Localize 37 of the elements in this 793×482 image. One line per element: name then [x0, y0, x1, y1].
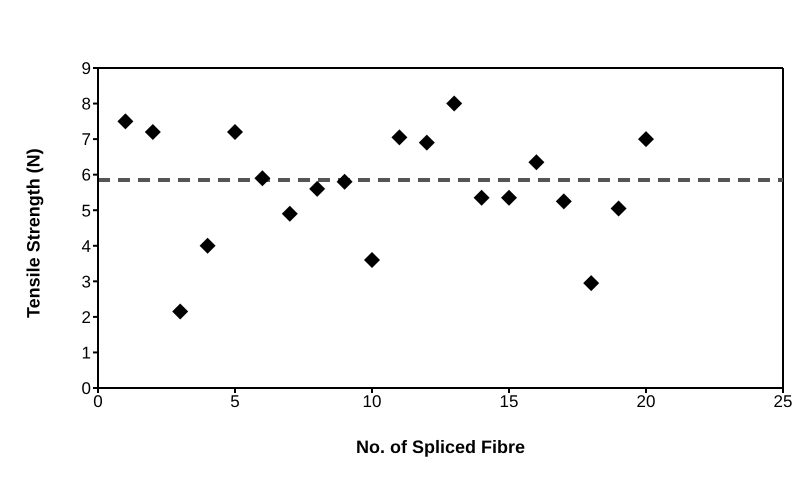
point [254, 170, 270, 186]
point [610, 200, 627, 216]
y-axis-title: Tensile Strength (N) [23, 148, 44, 318]
point [528, 154, 544, 170]
point [309, 180, 326, 197]
point [474, 190, 490, 206]
y-tick-label: 7 [82, 130, 91, 150]
y-tick-label: 1 [82, 343, 91, 362]
point [556, 193, 572, 210]
point [364, 252, 380, 268]
x-tick-label: 5 [230, 392, 240, 412]
point [583, 275, 600, 292]
point [227, 124, 243, 140]
point [282, 206, 298, 222]
point [446, 96, 462, 112]
point [391, 129, 408, 146]
point [200, 238, 216, 254]
x-tick-label: 20 [636, 392, 656, 412]
point [336, 174, 353, 190]
point [117, 113, 134, 130]
y-tick-label: 9 [82, 59, 91, 78]
y-tick-label: 5 [82, 201, 91, 220]
y-tick-label: 0 [82, 379, 91, 398]
point [172, 304, 188, 320]
point [638, 131, 654, 148]
point [144, 124, 161, 140]
y-tick-label: 3 [82, 272, 91, 292]
x-tick-label: 10 [362, 392, 382, 412]
x-tick-label: 25 [774, 392, 792, 412]
x-tick-label: 15 [500, 392, 518, 412]
y-tick-label: 8 [82, 94, 91, 114]
y-tick-label: 6 [82, 166, 91, 185]
point [501, 190, 517, 206]
point [418, 134, 435, 151]
y-tick-label: 4 [82, 236, 91, 256]
y-tick-label: 2 [82, 308, 91, 327]
x-axis-title: No. of Spliced Fibre [356, 437, 526, 457]
